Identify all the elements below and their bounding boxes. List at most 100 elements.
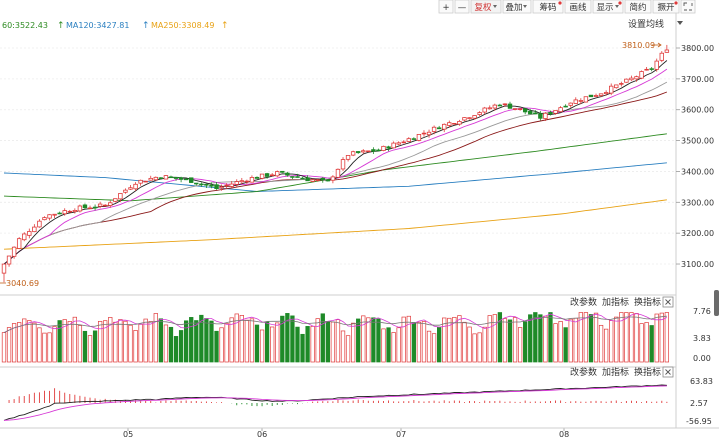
candle: [654, 58, 659, 72]
candle: [588, 94, 594, 98]
toolbar-button-2[interactable]: 复权: [470, 0, 502, 14]
volume-add-indicator-button[interactable]: 加指标: [602, 296, 629, 308]
candle: [563, 104, 568, 108]
volume-bar: [214, 330, 219, 363]
toolbar-button-1[interactable]: —: [454, 0, 470, 14]
ma10-line: [3, 68, 668, 265]
candle: [401, 140, 406, 144]
candle: [72, 208, 78, 214]
volume-bar: [229, 317, 234, 363]
candle: [411, 137, 417, 140]
volume-bar: [619, 312, 624, 363]
candle: [244, 179, 250, 185]
ma250-line: [3, 199, 667, 250]
chevron-down-icon: [615, 5, 619, 8]
volume-bar: [113, 321, 118, 363]
toolbar-button-8[interactable]: 撅开: [652, 0, 680, 14]
toolbar-label-4: 筹码: [539, 2, 556, 13]
candle: [113, 198, 118, 203]
volume-bar: [128, 324, 133, 363]
volume-bar: [11, 323, 17, 363]
toolbar-button-9[interactable]: [680, 0, 696, 14]
volume-bar: [482, 326, 487, 363]
price-tick-6: 3200.00: [681, 229, 714, 238]
candle: [133, 182, 138, 191]
candle: [381, 145, 386, 152]
candle: [634, 75, 639, 82]
ma30-line: [3, 91, 668, 265]
candle: [442, 123, 447, 133]
candle: [462, 117, 467, 122]
macd-edit-params-button[interactable]: 改参数: [570, 366, 597, 378]
ma-settings-chevron-down-icon[interactable]: [677, 21, 683, 25]
candle: [163, 175, 169, 180]
candle: [548, 110, 553, 116]
volume-bar: [583, 312, 589, 363]
volume-bar: [386, 327, 391, 363]
volume-bar: [512, 317, 518, 363]
volume-edit-params-button[interactable]: 改参数: [570, 296, 597, 308]
candle: [492, 103, 498, 111]
panel-resize-handle[interactable]: [714, 290, 719, 316]
volume-bar: [184, 320, 189, 363]
macd-add-indicator-button[interactable]: 加指标: [602, 366, 629, 378]
price-tick-7: 3100.00: [681, 260, 714, 269]
toolbar-button-3[interactable]: 叠加: [502, 0, 532, 14]
ma60-arrow: ↑: [57, 21, 65, 31]
high-marker-arrow-icon: [657, 42, 662, 48]
volume-bar: [350, 322, 356, 363]
macd-indicator: [3, 384, 668, 421]
volume-panel-close-icon[interactable]: [662, 296, 674, 308]
volume-bar: [421, 321, 427, 363]
toolbar-button-7[interactable]: 简约: [624, 0, 652, 14]
low-price-marker: 3040.69: [6, 279, 39, 288]
candle: [386, 145, 391, 152]
volume-bar: [204, 318, 209, 363]
macd-panel-close-icon[interactable]: [662, 366, 674, 378]
volume-bar: [639, 323, 644, 363]
candle: [325, 179, 331, 182]
candle: [315, 178, 320, 182]
volume-bar: [523, 321, 528, 363]
candle: [103, 204, 108, 207]
toolbar-button-5[interactable]: 画线: [564, 0, 592, 14]
volume-bar: [57, 320, 62, 363]
candle: [108, 200, 113, 208]
volume-bar: [199, 314, 204, 363]
candle: [457, 119, 462, 126]
notification-dot-icon: [558, 1, 562, 5]
ma5-line: [3, 60, 668, 265]
toolbar-button-6[interactable]: 显示: [592, 0, 624, 14]
candle: [310, 178, 315, 183]
candle: [178, 176, 184, 183]
ma-settings-button[interactable]: 设置均线: [628, 18, 664, 30]
candle: [578, 98, 584, 105]
toolbar-label-7: 简约: [629, 2, 646, 13]
candle: [280, 170, 285, 173]
volume-bar: [558, 321, 563, 363]
toolbar-button-4[interactable]: 筹码: [532, 0, 564, 14]
ma250-arrow: ↑: [221, 21, 229, 31]
volume-switch-indicator-button[interactable]: 换指标: [634, 296, 661, 308]
candle: [533, 110, 538, 115]
toolbar-button-0[interactable]: +: [438, 0, 454, 14]
volume-bar: [588, 314, 594, 363]
ma120-arrow: ↑: [142, 21, 150, 31]
volume-bar: [376, 318, 381, 363]
macd-switch-indicator-button[interactable]: 换指标: [634, 366, 661, 378]
candle: [97, 201, 103, 209]
month-label-07: 07: [396, 430, 406, 439]
candle: [573, 97, 578, 104]
volume-bar: [371, 317, 376, 363]
candle: [624, 78, 629, 83]
candle: [553, 109, 558, 115]
volume-bar: [189, 317, 194, 363]
candle: [431, 125, 437, 135]
volume-bar: [209, 320, 214, 363]
volume-bar: [507, 319, 513, 363]
volume-bar: [340, 330, 346, 363]
macd-dea-line: [3, 385, 667, 421]
volume-bar: [168, 326, 174, 363]
candle: [214, 181, 219, 190]
volume-bar: [270, 326, 275, 363]
